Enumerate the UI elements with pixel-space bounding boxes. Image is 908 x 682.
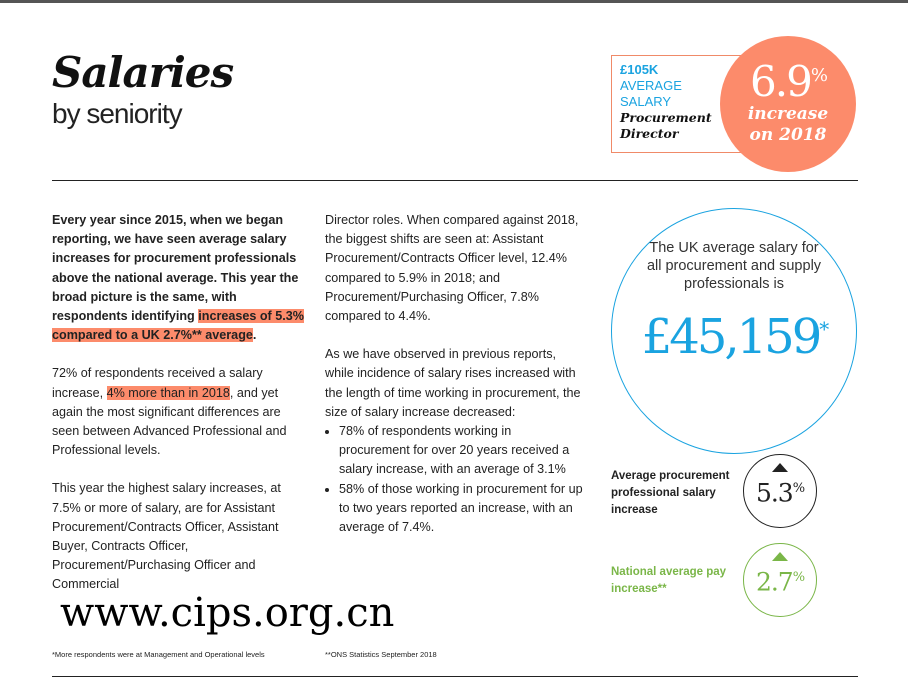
page-title: Salaries: [52, 48, 234, 97]
column-1: Every year since 2015, when we began rep…: [52, 211, 304, 595]
paragraph-5: As we have observed in previous reports,…: [325, 347, 581, 419]
uk-salary-value: £45,159: [641, 309, 822, 365]
percent-sign: %: [810, 65, 828, 86]
list-item: 58% of those working in procurement for …: [339, 480, 583, 538]
director-increase-value: 6.9: [750, 57, 813, 106]
page-subtitle: by seniority: [52, 98, 183, 129]
lead-text: Every year since 2015, when we began rep…: [52, 213, 299, 324]
increase-label1: increase: [747, 104, 829, 124]
paragraph-2-end: , and yet again the most significant dif…: [52, 385, 287, 458]
uk-salary-text: The UK average salary for all procuremen…: [646, 240, 822, 292]
national-increase-value: 2.7: [755, 567, 794, 597]
director-increase-circle: 6.9% increase on 2018: [720, 36, 856, 172]
column-2: Director roles. When compared against 20…: [325, 211, 583, 537]
label-salary: SALARY: [620, 94, 672, 109]
footnote-1: *More respondents were at Management and…: [52, 650, 265, 659]
up-arrow-icon: [772, 463, 788, 472]
bullet-list: 78% of respondents working in procuremen…: [325, 422, 583, 537]
paragraph-4: Director roles. When compared against 20…: [325, 213, 579, 324]
procurement-increase-label: Average procurement professional salary …: [611, 470, 730, 516]
footnote-2: **ONS Statistics September 2018: [325, 650, 437, 659]
procurement-increase-value: 5.3: [755, 478, 794, 508]
label-average: AVERAGE: [620, 78, 682, 93]
list-item: 78% of respondents working in procuremen…: [339, 422, 583, 480]
footer-divider: [52, 676, 858, 677]
paragraph-3: This year the highest salary increases, …: [52, 481, 281, 592]
paragraph-2: 72% of respondents received a salary inc…: [52, 364, 304, 460]
national-increase-circle: 2.7%: [743, 543, 817, 617]
watermark: www.cips.org.cn: [60, 590, 395, 636]
percent-sign: %: [792, 481, 805, 496]
header-divider: [52, 180, 858, 181]
role-line2: Director: [620, 126, 679, 141]
increase-label2: on 2018: [749, 125, 827, 145]
lead-paragraph: Every year since 2015, when we began rep…: [52, 211, 304, 345]
uk-salary-circle: The UK average salary for all procuremen…: [611, 208, 857, 454]
director-salary-amount: £105K: [620, 62, 659, 77]
lead-end: .: [252, 328, 257, 343]
procurement-increase-circle: 5.3%: [743, 454, 817, 528]
director-salary-box: £105K AVERAGE SALARY Procurement Directo…: [611, 55, 751, 153]
national-increase-label: National average pay increase**: [611, 566, 727, 595]
up-arrow-icon: [772, 552, 788, 561]
top-bar: [0, 0, 908, 3]
asterisk: *: [819, 317, 829, 341]
percent-sign: %: [792, 570, 805, 585]
highlight-4pct: 4% more than in 2018: [106, 385, 230, 400]
role-line1: Procurement: [620, 110, 712, 125]
paragraph-2-start: 72% of respondents received a salary inc…: [52, 366, 263, 400]
